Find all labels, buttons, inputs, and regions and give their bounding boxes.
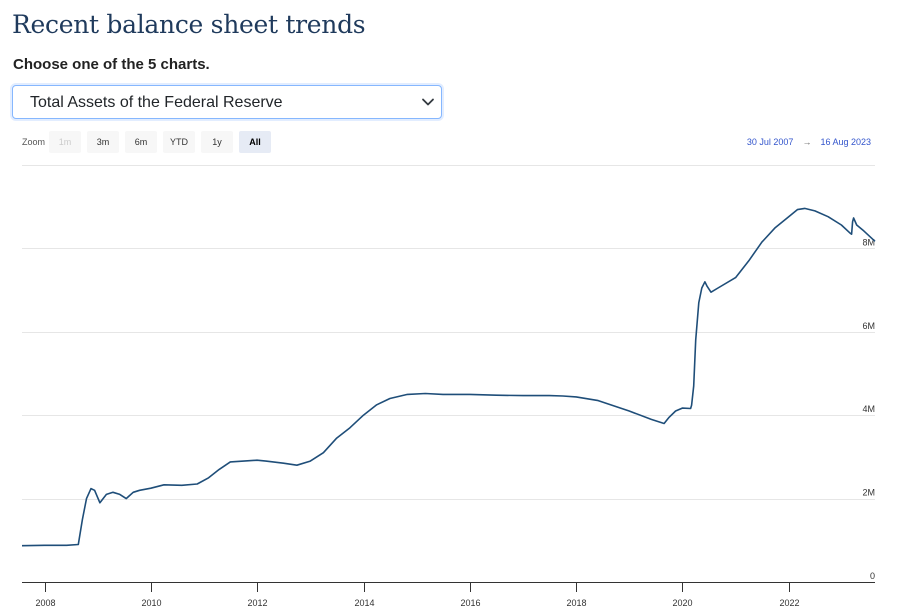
series-line	[21, 207, 876, 547]
x-tick-label: 2008	[35, 598, 55, 608]
zoom-6m-button[interactable]: 6m	[125, 131, 157, 153]
x-tick-label: 2020	[672, 598, 692, 608]
chart-select-value: Total Assets of the Federal Reserve	[30, 94, 283, 111]
chart-select[interactable]: Total Assets of the Federal Reserve	[12, 85, 442, 119]
date-range: 30 Jul 2007 → 16 Aug 2023	[747, 137, 871, 147]
date-range-arrow: →	[802, 137, 812, 147]
zoom-3m-button[interactable]: 3m	[87, 131, 119, 153]
x-tick-label: 2010	[141, 598, 161, 608]
y-tick-label: 6M	[862, 321, 875, 331]
y-tick-label: 2M	[862, 488, 875, 498]
x-tick-label: 2012	[247, 598, 267, 608]
y-tick-label: 0	[870, 571, 875, 581]
zoom-1m-button[interactable]: 1m	[49, 131, 81, 153]
x-tick-label: 2014	[354, 598, 374, 608]
y-tick-label: 4M	[862, 404, 875, 414]
chevron-down-icon	[422, 98, 434, 106]
zoom-ytd-button[interactable]: YTD	[163, 131, 195, 153]
from-date-input[interactable]: 30 Jul 2007	[746, 137, 794, 147]
zoom-label: Zoom	[22, 137, 46, 147]
x-tick-label: 2022	[779, 598, 799, 608]
range-selector: Zoom 1m 3m 6m YTD 1y All 30 Jul 2007 → 16 …	[0, 130, 900, 156]
x-tick-label: 2016	[460, 598, 480, 608]
page-title: Recent balance sheet trends	[12, 10, 366, 39]
x-tick-label: 2018	[566, 598, 586, 608]
zoom-all-button[interactable]: All	[239, 131, 271, 153]
to-date-input[interactable]: 16 Aug 2023	[820, 137, 871, 147]
choose-chart-label: Choose one of the 5 charts.	[13, 56, 210, 73]
zoom-1y-button[interactable]: 1y	[201, 131, 233, 153]
y-tick-label: 8M	[862, 237, 875, 247]
